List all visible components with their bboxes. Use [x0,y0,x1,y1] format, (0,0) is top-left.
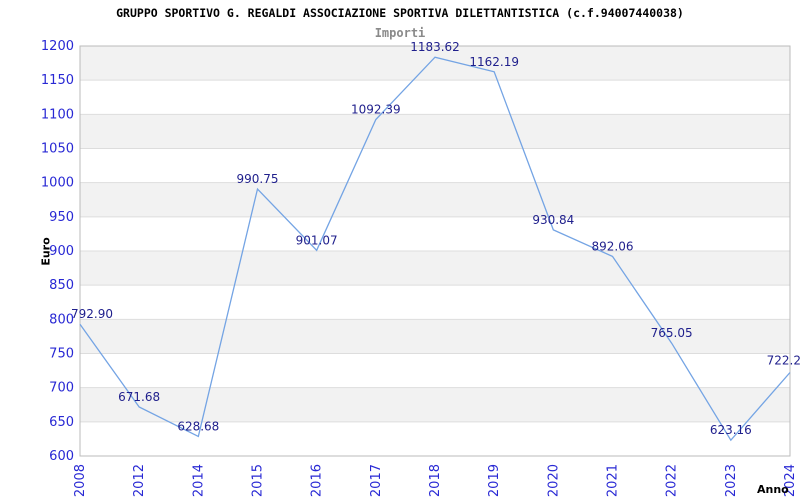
point-label: 930.84 [532,213,574,227]
y-tick-label: 950 [49,210,74,225]
x-tick-label: 2017 [369,464,384,497]
x-tick-label: 2016 [310,464,325,497]
point-label: 628.68 [177,419,219,433]
point-label: 765.05 [651,326,693,340]
series-line [79,56,791,442]
x-tick-label: 2021 [606,464,621,497]
y-axis-title: Euro [39,237,53,266]
point-label: 1183.62 [410,40,460,54]
x-tick-label: 2020 [546,464,561,497]
y-tick-label: 1100 [41,107,74,122]
y-tick-label: 700 [49,381,74,396]
y-tick-label: 850 [49,278,74,293]
point-label: 671.68 [118,390,160,404]
plot-band [80,251,790,286]
x-tick-label: 2022 [665,464,680,497]
chart-title: GRUPPO SPORTIVO G. REGALDI ASSOCIAZIONE … [116,6,684,20]
point-label: 623.16 [710,423,752,437]
y-tick-label: 650 [49,415,74,430]
point-label: 1162.19 [469,55,519,69]
point-label: 892.06 [592,239,634,253]
y-tick-label: 900 [49,244,74,259]
y-tick-label: 1000 [41,176,74,191]
plot-band [80,319,790,354]
x-tick-label: 2024 [783,464,798,497]
x-tick-label: 2015 [251,464,266,497]
plot-border [79,45,791,457]
x-tick-label: 2012 [132,464,147,497]
x-tick-label: 2018 [428,464,443,497]
point-label: 1092.39 [351,103,401,117]
y-tick-label: 600 [49,449,74,464]
x-tick-label: 2008 [73,464,88,497]
plot-band [80,46,790,81]
plot-band [80,182,790,217]
y-tick-label: 750 [49,347,74,362]
point-label: 901.07 [296,233,338,247]
x-tick-label: 2014 [191,464,206,497]
point-label: 722.2 [767,354,800,368]
y-tick-label: 1150 [41,73,74,88]
point-label: 792.90 [71,307,113,321]
x-tick-label: 2023 [724,464,739,497]
x-tick-label: 2019 [487,464,502,497]
y-tick-label: 1200 [41,39,74,54]
point-label: 990.75 [237,172,279,186]
y-tick-label: 800 [49,312,74,327]
plot-band [80,114,790,149]
chart-subtitle: Importi [374,26,426,40]
x-axis-title: Anno [757,483,789,496]
plot-band [80,387,790,422]
y-tick-label: 1050 [41,142,74,157]
